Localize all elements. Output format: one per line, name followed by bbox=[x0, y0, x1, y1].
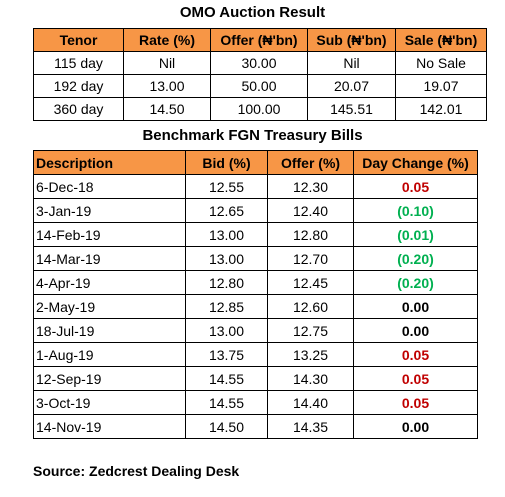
treasury-cell-description: 18-Jul-19 bbox=[33, 318, 186, 343]
treasury-cell-day-change: (0.20) bbox=[353, 246, 478, 271]
omo-cell-offer: 50.00 bbox=[210, 74, 308, 98]
treasury-cell-day-change: (0.20) bbox=[353, 270, 478, 295]
treasury-cell-bid: 12.55 bbox=[185, 174, 268, 199]
treasury-cell-day-change: 0.05 bbox=[353, 342, 478, 367]
omo-header-offer: Offer (₦'bn) bbox=[210, 28, 308, 52]
omo-cell-rate: 14.50 bbox=[123, 97, 211, 121]
source-note: Source: Zedcrest Dealing Desk bbox=[33, 463, 240, 479]
omo-row: 115 day Nil 30.00 Nil No Sale bbox=[33, 51, 487, 75]
omo-header-rate: Rate (%) bbox=[123, 28, 211, 52]
omo-row: 360 day 14.50 100.00 145.51 142.01 bbox=[33, 97, 487, 121]
treasury-cell-bid: 13.00 bbox=[185, 318, 268, 343]
treasury-cell-bid: 13.00 bbox=[185, 246, 268, 271]
omo-header-sale: Sale (₦'bn) bbox=[395, 28, 487, 52]
treasury-row: 3-Oct-19 14.55 14.40 0.05 bbox=[33, 390, 478, 415]
treasury-cell-offer: 12.75 bbox=[267, 318, 354, 343]
treasury-cell-bid: 13.75 bbox=[185, 342, 268, 367]
treasury-cell-description: 14-Mar-19 bbox=[33, 246, 186, 271]
treasury-cell-day-change: 0.05 bbox=[353, 390, 478, 415]
treasury-header-bid: Bid (%) bbox=[185, 150, 268, 175]
treasury-row: 6-Dec-18 12.55 12.30 0.05 bbox=[33, 174, 478, 199]
treasury-title: Benchmark FGN Treasury Bills bbox=[142, 127, 363, 144]
omo-cell-rate: 13.00 bbox=[123, 74, 211, 98]
treasury-row: 2-May-19 12.85 12.60 0.00 bbox=[33, 294, 478, 319]
omo-cell-tenor: 192 day bbox=[33, 74, 124, 98]
treasury-cell-day-change: 0.00 bbox=[353, 414, 478, 439]
treasury-cell-bid: 13.00 bbox=[185, 222, 268, 247]
omo-cell-sale: 19.07 bbox=[395, 74, 487, 98]
omo-cell-rate: Nil bbox=[123, 51, 211, 75]
omo-header-row: Tenor Rate (%) Offer (₦'bn) Sub (₦'bn) S… bbox=[33, 28, 487, 52]
treasury-cell-description: 3-Oct-19 bbox=[33, 390, 186, 415]
omo-title: OMO Auction Result bbox=[179, 4, 326, 21]
treasury-cell-bid: 12.65 bbox=[185, 198, 268, 223]
treasury-cell-offer: 14.35 bbox=[267, 414, 354, 439]
omo-cell-sale: No Sale bbox=[395, 51, 487, 75]
treasury-row: 18-Jul-19 13.00 12.75 0.00 bbox=[33, 318, 478, 343]
treasury-cell-description: 3-Jan-19 bbox=[33, 198, 186, 223]
treasury-row: 12-Sep-19 14.55 14.30 0.05 bbox=[33, 366, 478, 391]
omo-cell-offer: 100.00 bbox=[210, 97, 308, 121]
treasury-cell-offer: 14.40 bbox=[267, 390, 354, 415]
treasury-cell-offer: 12.40 bbox=[267, 198, 354, 223]
omo-cell-offer: 30.00 bbox=[210, 51, 308, 75]
treasury-header-day-change: Day Change (%) bbox=[353, 150, 478, 175]
treasury-cell-description: 6-Dec-18 bbox=[33, 174, 186, 199]
treasury-header-offer: Offer (%) bbox=[267, 150, 354, 175]
treasury-row: 3-Jan-19 12.65 12.40 (0.10) bbox=[33, 198, 478, 223]
omo-cell-sub: 20.07 bbox=[307, 74, 396, 98]
omo-auction-table: Tenor Rate (%) Offer (₦'bn) Sub (₦'bn) S… bbox=[33, 28, 487, 121]
omo-cell-sale: 142.01 bbox=[395, 97, 487, 121]
treasury-cell-day-change: 0.00 bbox=[353, 318, 478, 343]
treasury-cell-day-change: 0.05 bbox=[353, 366, 478, 391]
treasury-cell-offer: 12.45 bbox=[267, 270, 354, 295]
treasury-cell-offer: 12.60 bbox=[267, 294, 354, 319]
treasury-row: 4-Apr-19 12.80 12.45 (0.20) bbox=[33, 270, 478, 295]
omo-cell-sub: 145.51 bbox=[307, 97, 396, 121]
omo-cell-tenor: 115 day bbox=[33, 51, 124, 75]
treasury-cell-offer: 12.80 bbox=[267, 222, 354, 247]
treasury-row: 14-Nov-19 14.50 14.35 0.00 bbox=[33, 414, 478, 439]
treasury-header-description: Description bbox=[33, 150, 186, 175]
treasury-cell-bid: 14.55 bbox=[185, 366, 268, 391]
treasury-cell-description: 2-May-19 bbox=[33, 294, 186, 319]
treasury-cell-day-change: 0.05 bbox=[353, 174, 478, 199]
treasury-bills-table: Description Bid (%) Offer (%) Day Change… bbox=[33, 150, 478, 439]
omo-row: 192 day 13.00 50.00 20.07 19.07 bbox=[33, 74, 487, 98]
treasury-cell-day-change: 0.00 bbox=[353, 294, 478, 319]
treasury-cell-description: 4-Apr-19 bbox=[33, 270, 186, 295]
treasury-cell-bid: 14.50 bbox=[185, 414, 268, 439]
treasury-cell-day-change: (0.01) bbox=[353, 222, 478, 247]
treasury-cell-offer: 13.25 bbox=[267, 342, 354, 367]
treasury-cell-description: 1-Aug-19 bbox=[33, 342, 186, 367]
treasury-cell-offer: 14.30 bbox=[267, 366, 354, 391]
treasury-cell-offer: 12.70 bbox=[267, 246, 354, 271]
treasury-row: 1-Aug-19 13.75 13.25 0.05 bbox=[33, 342, 478, 367]
treasury-cell-description: 14-Feb-19 bbox=[33, 222, 186, 247]
treasury-row: 14-Feb-19 13.00 12.80 (0.01) bbox=[33, 222, 478, 247]
treasury-cell-bid: 12.85 bbox=[185, 294, 268, 319]
omo-header-tenor: Tenor bbox=[33, 28, 124, 52]
omo-header-sub: Sub (₦'bn) bbox=[307, 28, 396, 52]
treasury-row: 14-Mar-19 13.00 12.70 (0.20) bbox=[33, 246, 478, 271]
treasury-cell-description: 12-Sep-19 bbox=[33, 366, 186, 391]
treasury-cell-day-change: (0.10) bbox=[353, 198, 478, 223]
omo-cell-sub: Nil bbox=[307, 51, 396, 75]
omo-cell-tenor: 360 day bbox=[33, 97, 124, 121]
treasury-cell-description: 14-Nov-19 bbox=[33, 414, 186, 439]
treasury-header-row: Description Bid (%) Offer (%) Day Change… bbox=[33, 150, 478, 175]
treasury-cell-bid: 12.80 bbox=[185, 270, 268, 295]
treasury-cell-bid: 14.55 bbox=[185, 390, 268, 415]
treasury-cell-offer: 12.30 bbox=[267, 174, 354, 199]
